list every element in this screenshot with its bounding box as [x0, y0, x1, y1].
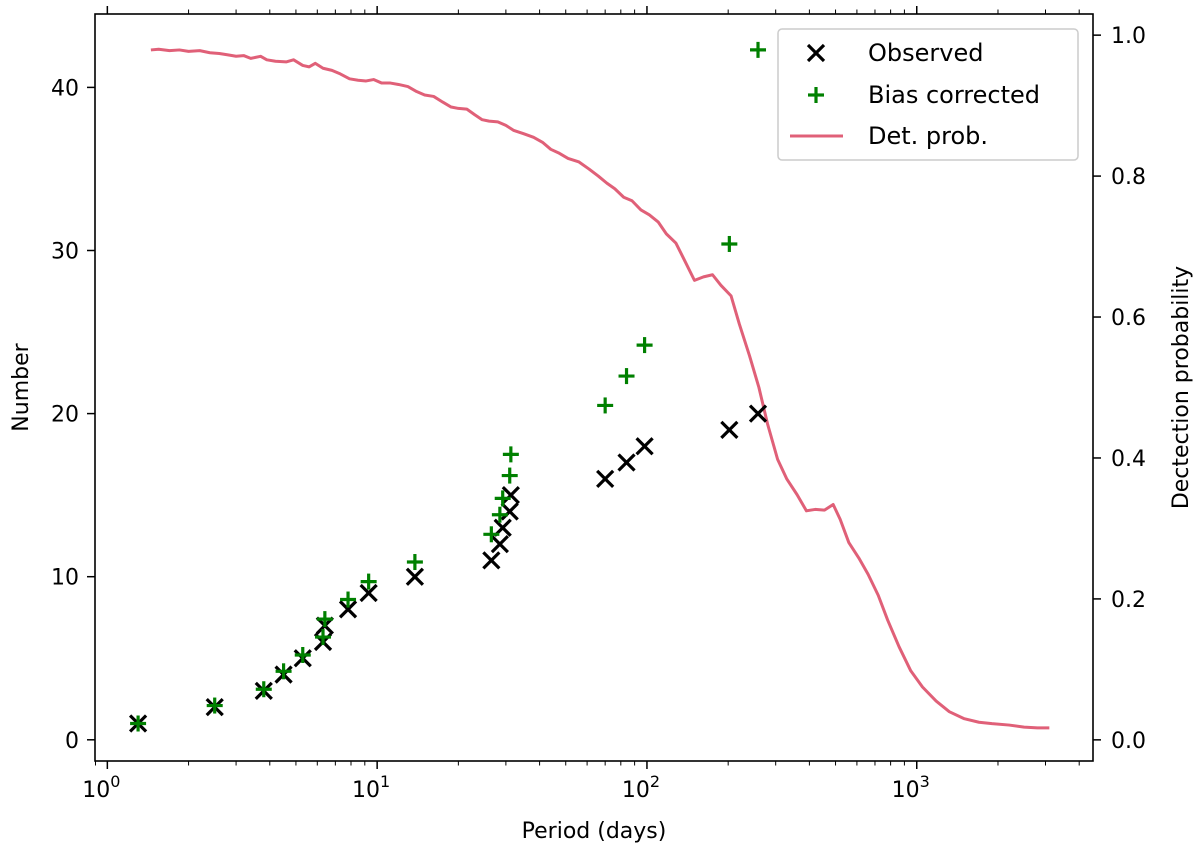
- y-axis-label: Number: [9, 342, 34, 431]
- y-tick-label: 10: [51, 566, 79, 591]
- bias-corrected-point: [130, 715, 147, 732]
- legend-observed-marker: [806, 43, 826, 63]
- observed-point: [482, 551, 501, 570]
- bias-corrected-point: [502, 446, 519, 463]
- legend-det-prob: Det. prob.: [790, 122, 988, 150]
- y2-tick-label: 0.4: [1111, 447, 1146, 472]
- y-tick-label: 0: [65, 729, 79, 754]
- bias-corrected-point: [597, 397, 614, 414]
- y-tick-label: 40: [51, 76, 79, 101]
- bias-corrected-point: [501, 467, 518, 484]
- plot-frame: [94, 13, 1094, 762]
- bias-corrected-point: [618, 368, 635, 385]
- legend-bias-corrected-label: Bias corrected: [868, 81, 1040, 109]
- bias-corrected-point: [636, 337, 653, 354]
- observed-point: [748, 404, 768, 423]
- bias-corrected-point: [360, 573, 377, 590]
- y2-tick-label: 0.8: [1111, 165, 1146, 190]
- observed-point: [635, 437, 654, 456]
- observed-point: [596, 469, 615, 488]
- observed-point: [501, 486, 520, 505]
- y2-tick-label: 0.0: [1111, 729, 1146, 754]
- observed-point: [405, 567, 425, 586]
- bias-corrected-point: [491, 506, 508, 523]
- x-tick-label: 100: [82, 772, 120, 803]
- x-tick-label: 101: [352, 772, 390, 803]
- detection-probability-line: [150, 47, 1050, 730]
- y2-tick-label: 1.0: [1111, 24, 1146, 49]
- legend-bias-marker: [808, 87, 824, 103]
- bias-corrected-point: [406, 554, 423, 571]
- observed-point: [617, 453, 636, 472]
- observed-point: [359, 583, 378, 603]
- legend-bias-corrected: Bias corrected: [808, 81, 1040, 109]
- bias-corrected-point: [483, 526, 500, 543]
- x-tick-label: 102: [622, 772, 660, 803]
- legend-box: [777, 28, 1079, 161]
- bias-corrected-point: [340, 591, 357, 608]
- bias-corrected-point: [206, 697, 223, 714]
- legend-observed: Observed: [806, 39, 983, 67]
- observed-point: [338, 600, 358, 619]
- bias-corrected-point: [316, 611, 333, 628]
- bias-corrected-point: [494, 490, 511, 507]
- y-tick-label: 20: [51, 403, 79, 428]
- y2-axis-label: Dectection probability: [1169, 266, 1194, 509]
- y2-tick-label: 0.6: [1111, 306, 1146, 331]
- observed-point: [720, 420, 739, 440]
- observed-point: [500, 502, 519, 521]
- bias-corrected-point: [750, 41, 767, 58]
- x-tick-label: 103: [892, 772, 930, 803]
- bias-corrected-point: [294, 646, 311, 663]
- bias-corrected-point: [255, 681, 272, 698]
- legend: Observed Bias corrected Det. prob.: [777, 28, 1079, 161]
- x-axis-label: Period (days): [522, 819, 667, 844]
- y-tick-label: 30: [51, 239, 79, 264]
- y2-tick-label: 0.2: [1111, 588, 1146, 613]
- bias-corrected-point: [275, 663, 292, 680]
- legend-observed-label: Observed: [868, 39, 983, 67]
- legend-det-prob-label: Det. prob.: [868, 122, 988, 150]
- bias-corrected-point: [315, 629, 332, 646]
- observed-point: [490, 534, 510, 554]
- bias-corrected-point: [721, 235, 738, 252]
